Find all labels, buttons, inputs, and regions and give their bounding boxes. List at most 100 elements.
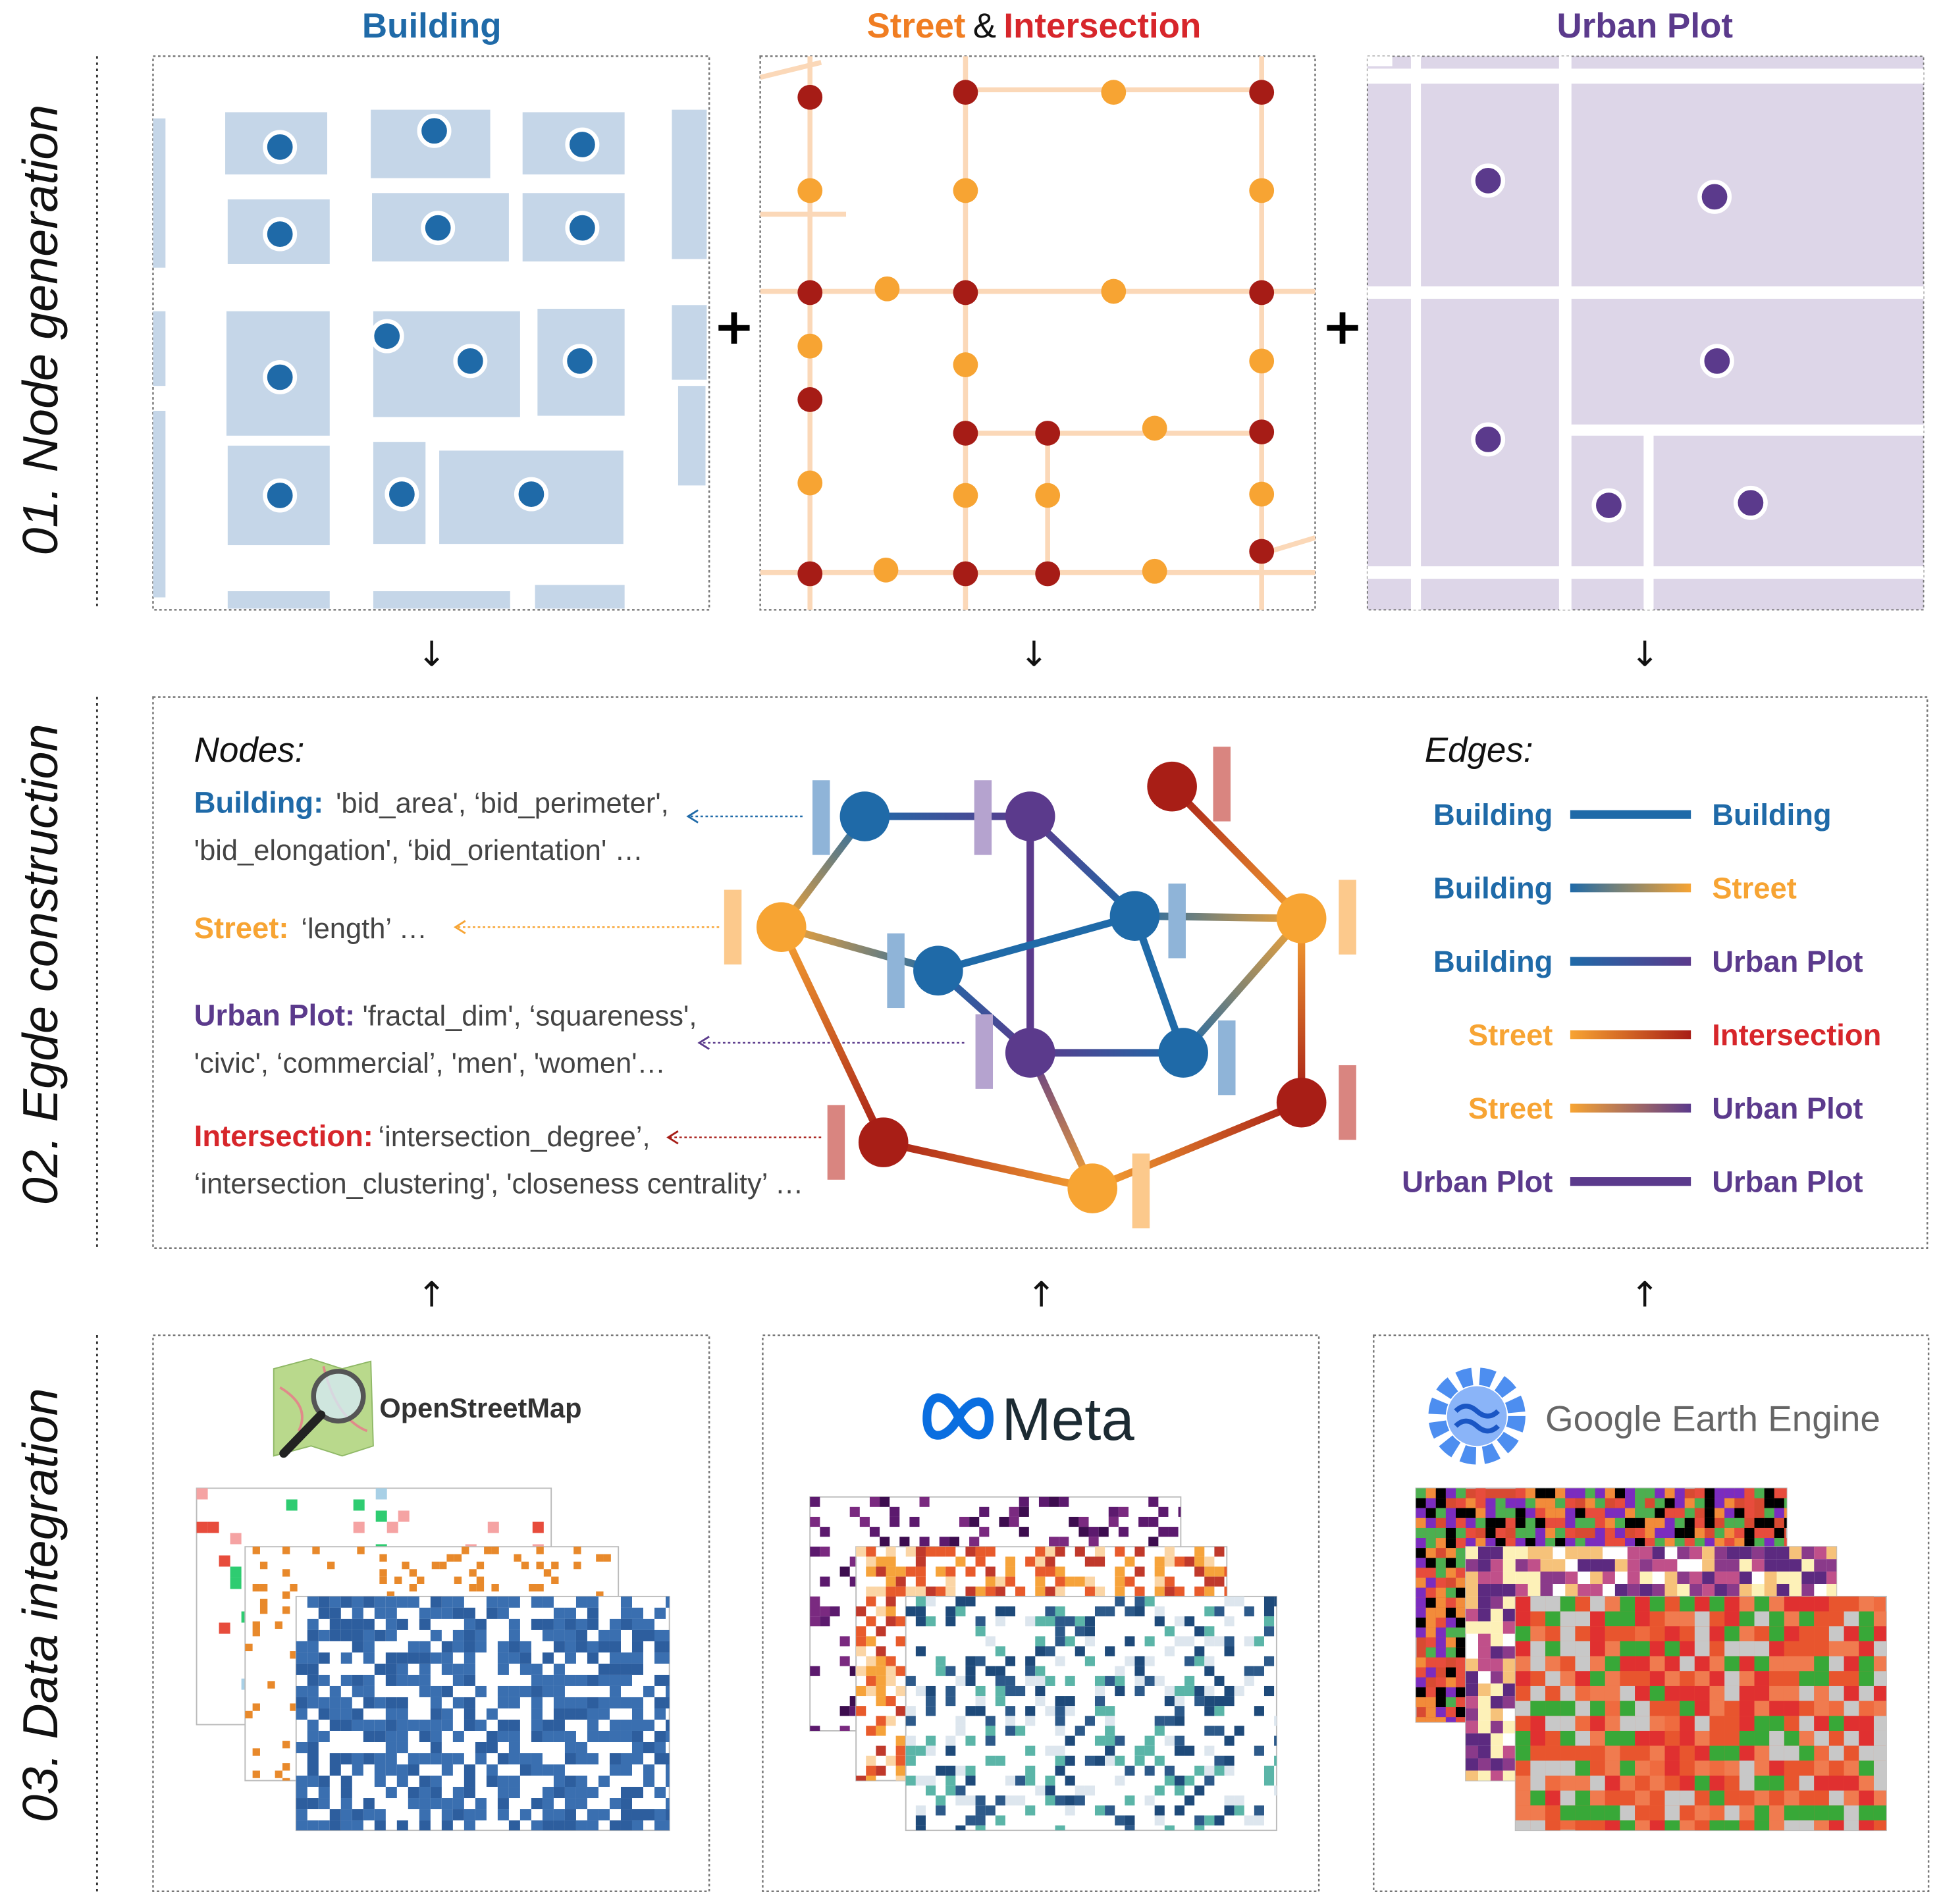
graph-node [1005,791,1055,841]
plot-street [1410,56,1422,610]
graph-edge [882,1138,1094,1192]
building-footprint [227,591,330,609]
svg-text:Street:‘length’ …: Street: ‘length’ … [194,911,427,945]
node-feature-bar [1218,1020,1236,1096]
gear-icon [1428,1367,1526,1465]
node-attr-building: Building:'bid_area', ‘bid_perimeter', 'b… [194,785,669,866]
edge-legend-line [1570,1030,1691,1040]
street-node [953,178,978,203]
street-node [874,276,900,302]
building-node [263,130,298,165]
node-feature-bar [812,780,830,855]
plus-icon: + [713,298,755,356]
edge-legend-row: Building Street [1433,872,1797,905]
graph-edge [780,923,940,974]
building-node [263,478,298,513]
intersection-node [1249,80,1275,105]
intersection-node [1035,421,1061,446]
intersection-node [953,561,978,587]
edge-legend-row: Street Intersection [1468,1018,1881,1052]
node-attr-street: Street: ‘length’ … [194,911,427,945]
row-label-data-integration: 03. Data integration [13,1335,98,1891]
edge-from-label: Building [1433,945,1553,978]
osm-building-layer [295,1595,670,1832]
svg-text:‘intersection_clustering', 'cl: ‘intersection_clustering', 'closeness ce… [194,1169,803,1200]
street-node [1142,558,1167,584]
urban-plot-node [1697,179,1732,214]
building-node [421,211,456,246]
edge-legend-row: Street Urban Plot [1468,1092,1863,1125]
graph-node [913,945,963,996]
building-footprint [153,311,166,386]
column-title-street-intersection: Street & Intersection [866,7,1201,45]
edge-legend-line [1570,810,1691,819]
node-feature-bar [724,889,742,965]
graph-node [1276,893,1327,943]
building-node [263,217,298,251]
urban-plot-node [1733,485,1768,520]
edge-legend-line [1570,1103,1691,1113]
meta-infinity-icon [922,1393,994,1440]
svg-text:Building:'bid_area', ‘bid_peri: Building:'bid_area', ‘bid_perimeter', [194,785,669,819]
graph-node [1276,1077,1327,1128]
column-title-building: Building [362,7,502,45]
nodes-attributes: Nodes: Building:'bid_area', ‘bid_perimet… [194,731,803,1200]
street-node [953,352,978,377]
arrow-down-icon: ↓ [1630,634,1659,674]
edge-legend-line [1570,957,1691,966]
edge-legend-line [1570,1177,1691,1186]
edge-to-label: Intersection [1712,1018,1881,1052]
arrow-up-icon: ↑ [1630,1275,1659,1315]
intersection-node [1249,280,1275,305]
graph-node [858,1117,909,1167]
svg-text:Intersection:‘intersection_deg: Intersection: ‘intersection_degree’, [194,1119,651,1153]
intersection-node [1249,539,1275,564]
street-node [1035,483,1061,508]
edge-from-label: Building [1433,798,1553,832]
edge-from-label: Urban Plot [1402,1165,1553,1199]
plot-street [1367,56,1393,66]
edge-from-label: Street [1468,1092,1553,1125]
graph-node [1067,1163,1117,1213]
street-node [797,178,823,203]
urban-plot-node [1471,163,1506,198]
svg-text:'civic', ‘commercial’, 'men',: 'civic', ‘commercial’, 'men', 'women'… [194,1047,666,1079]
building-footprint [535,585,625,609]
intersection-node [797,280,823,305]
street-node [873,557,899,583]
svg-text:01. Node generation: 01. Node generation [13,105,68,556]
intersection-node [953,80,978,105]
meta-layer-3 [905,1595,1277,1832]
gee-logo-text: Google Earth Engine [1545,1398,1880,1439]
nodes-heading: Nodes: [194,731,305,770]
gee-logo: Google Earth Engine [1428,1367,1880,1465]
arrow-left-icon [666,1130,679,1145]
data-layer-stacks [196,1487,1887,1832]
arrow-left-icon [453,920,466,934]
plot-street [1367,68,1924,84]
building-node [369,319,404,354]
building-node [562,344,597,379]
building-node [385,477,419,512]
edge-to-label: Street [1712,872,1797,905]
edge-from-label: Street [1468,1018,1553,1052]
edge-to-label: Urban Plot [1712,1165,1863,1199]
street-node [953,483,978,508]
heterogeneous-graph [724,747,1356,1229]
arrow-up-icon: ↑ [417,1275,446,1315]
intersection-node [953,421,978,446]
building-node [565,211,600,246]
svg-text:'bid_elongation', ‘bid_orienta: 'bid_elongation', ‘bid_orientation' … [194,835,643,866]
row-label-node-generation: 01. Node generation [13,56,98,610]
urban-plot-node [1591,488,1626,523]
svg-text:Urban Plot:'fractal_dim', ‘sq: Urban Plot:'fractal_dim', ‘squareness', [194,998,697,1032]
intersection-node [797,561,823,587]
row-label-edge-construction: 02. Egde construction [13,697,98,1248]
intersection-node [797,387,823,412]
plot-street [1570,424,1924,436]
intersection-node [953,280,978,305]
graph-edge [1134,912,1302,922]
building-node [514,477,548,512]
graph-edge [1091,1099,1303,1192]
